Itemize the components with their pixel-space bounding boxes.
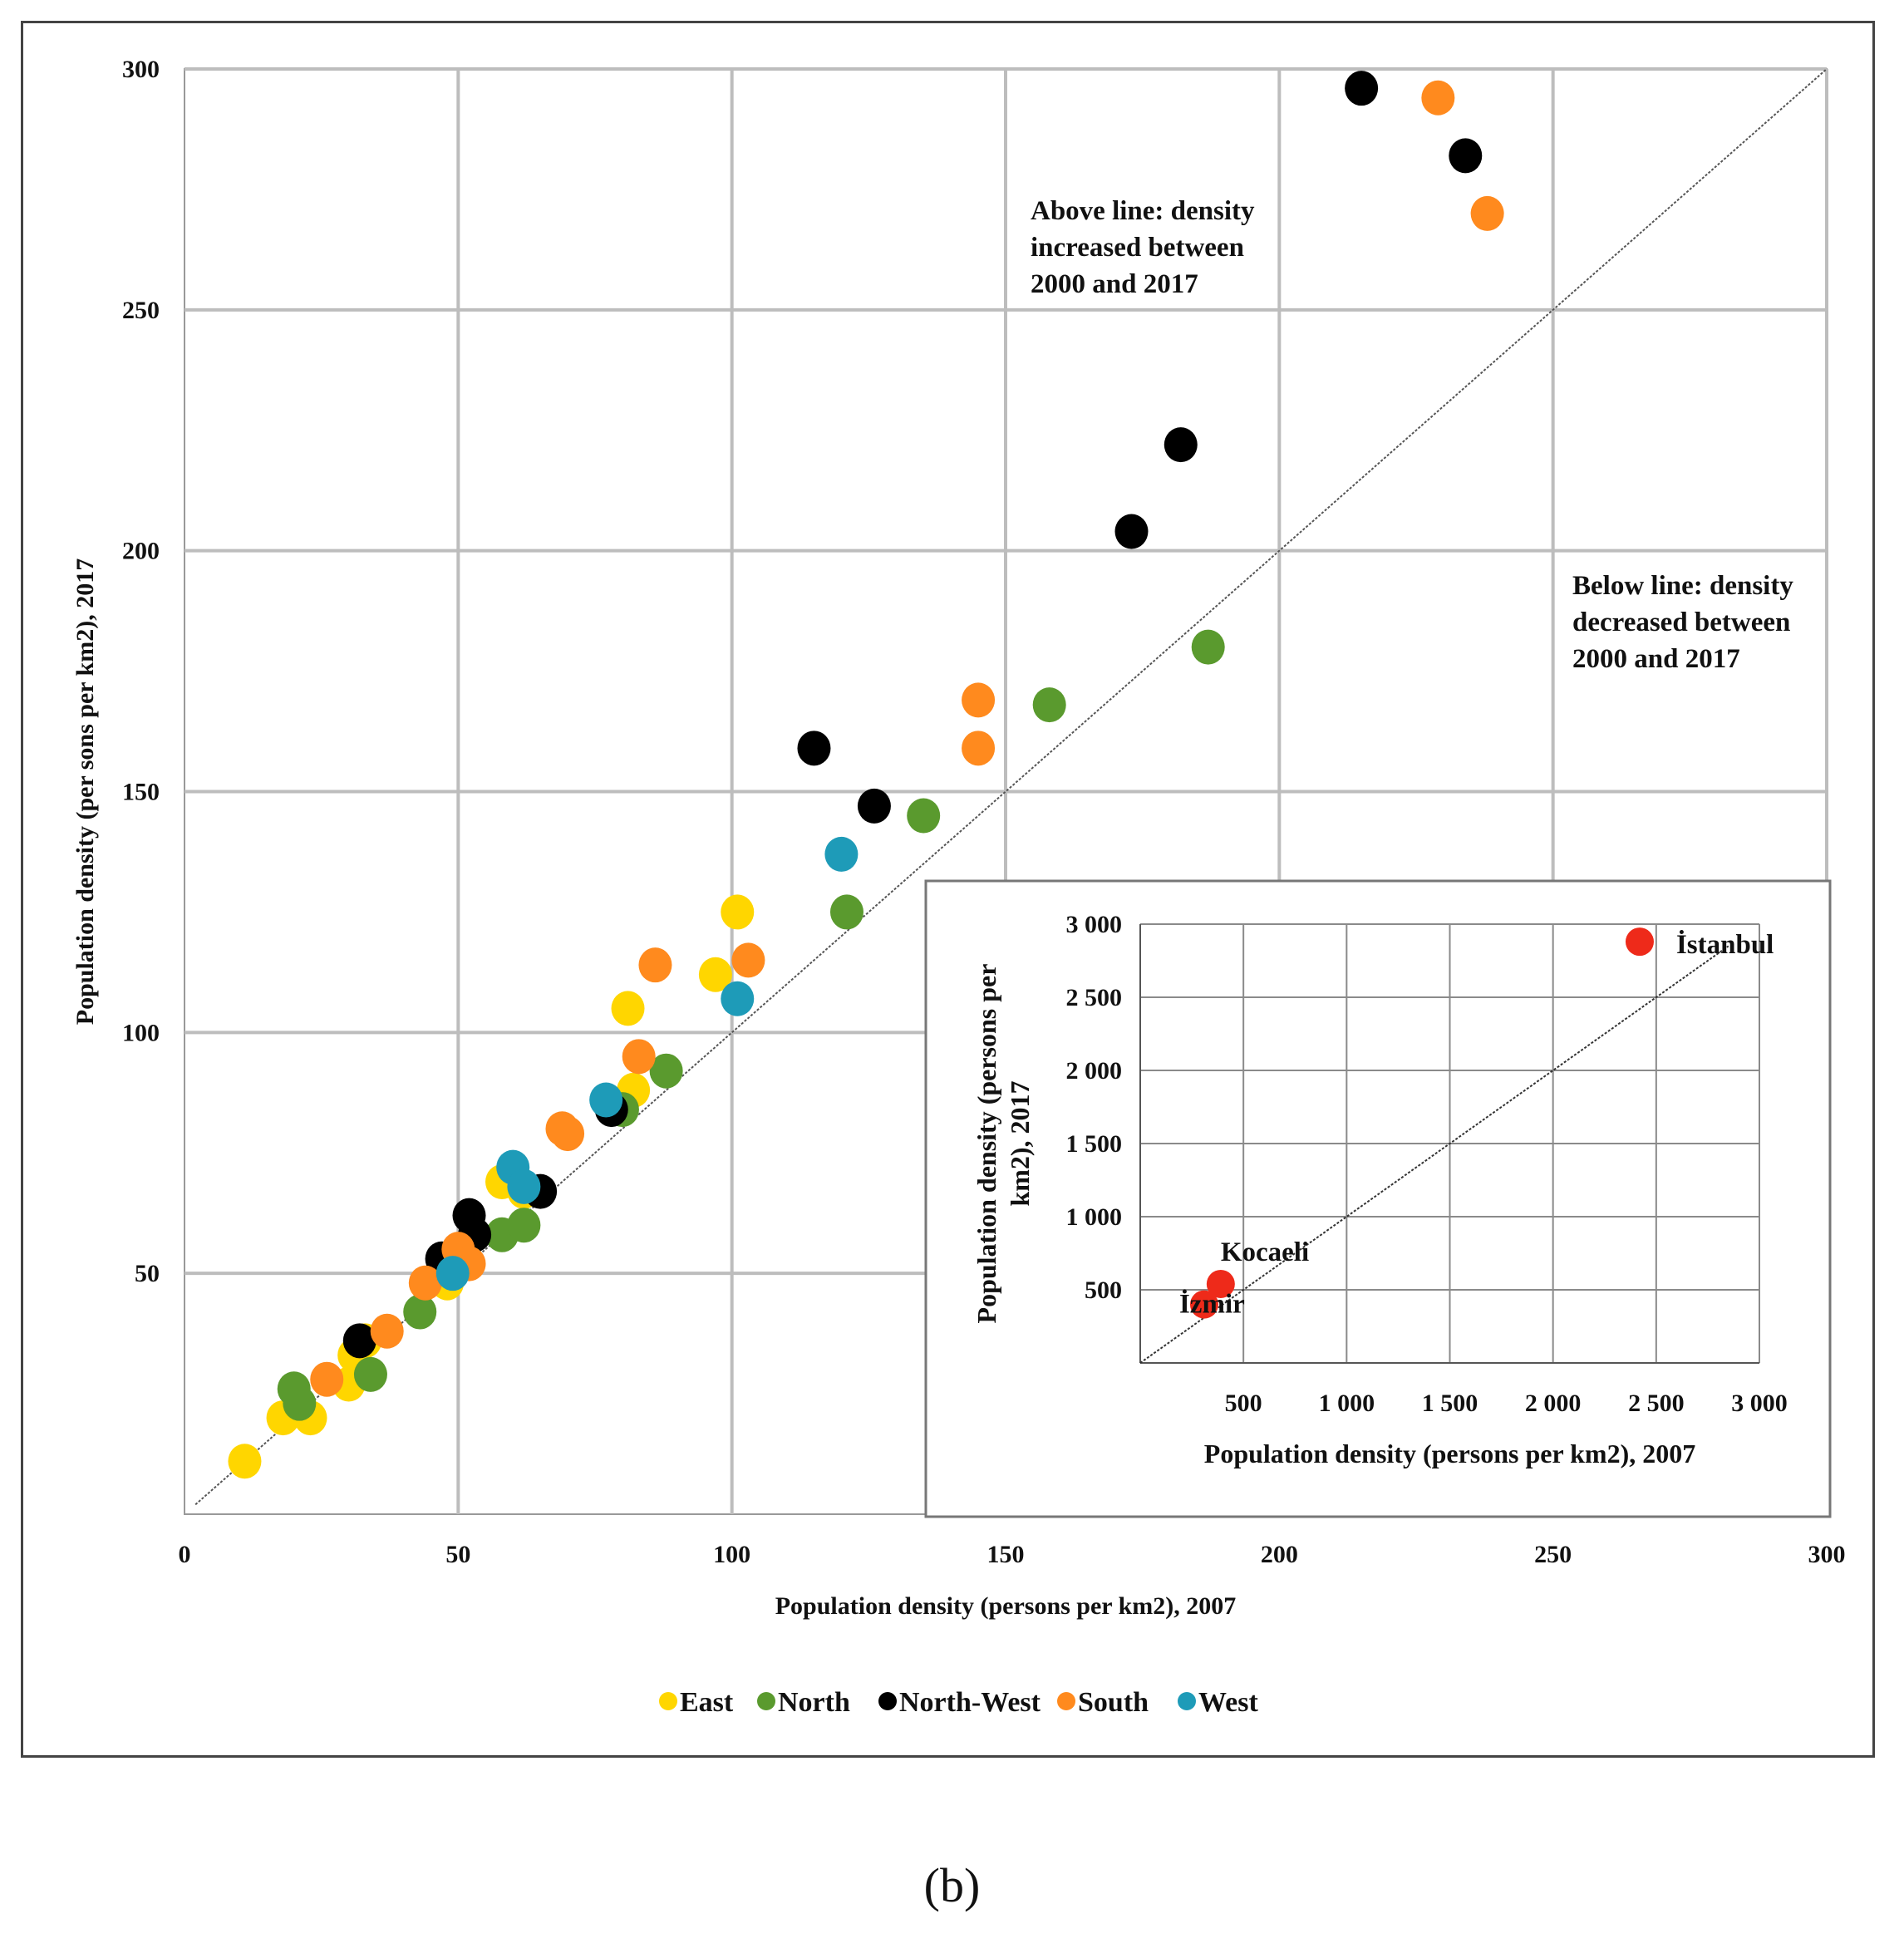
y-tick-label: 100 (122, 1019, 160, 1046)
inset-x-axis-title: Population density (persons per km2), 20… (1204, 1439, 1695, 1468)
point-south (370, 1313, 404, 1349)
inset-city-label: Kocaeli (1221, 1237, 1309, 1267)
legend-label-north-west: North-West (899, 1687, 1041, 1718)
point-west (507, 1168, 541, 1204)
point-west (435, 1256, 470, 1291)
point-north (1032, 687, 1066, 723)
legend-marker-west (1178, 1692, 1196, 1710)
point-north-west (1164, 427, 1198, 463)
annotation-above-line: 2000 and 2017 (1031, 269, 1198, 299)
point-north (507, 1208, 541, 1243)
point-north-west (797, 731, 831, 766)
point-south (962, 731, 996, 766)
inset-x-tick-label: 1 500 (1422, 1390, 1478, 1417)
inset-y-tick-label: 1 000 (1066, 1203, 1123, 1231)
point-north-west (342, 1323, 376, 1359)
point-south (408, 1265, 442, 1301)
y-axis-title: Population density (per sons per km2), 2… (71, 558, 99, 1025)
point-west (824, 836, 859, 872)
x-tick-label: 100 (713, 1541, 750, 1568)
point-north-west (1114, 514, 1149, 549)
point-north (829, 894, 863, 930)
inset-y-tick-label: 3 000 (1066, 911, 1123, 938)
inset-y-tick-label: 500 (1085, 1277, 1122, 1304)
point-north (907, 798, 941, 834)
annotation-above-line: increased between (1031, 233, 1244, 263)
legend-label-south: South (1078, 1687, 1149, 1718)
point-south (731, 942, 765, 978)
point-north (403, 1294, 437, 1330)
inset-x-tick-label: 2 500 (1628, 1390, 1685, 1417)
inset-y-tick-label: 2 000 (1066, 1057, 1123, 1085)
y-tick-label: 50 (135, 1260, 160, 1287)
point-south (622, 1039, 656, 1075)
annotation-above-line: Above line: density (1031, 196, 1255, 226)
x-tick-label: 200 (1261, 1541, 1298, 1568)
point-west (721, 981, 755, 1016)
legend-marker-north-west (878, 1692, 897, 1710)
legend-label-north: North (778, 1687, 850, 1718)
inset-point-city (1625, 927, 1654, 957)
point-east (611, 991, 645, 1026)
inset-point-city (1206, 1269, 1235, 1298)
point-west (589, 1082, 623, 1118)
point-north (353, 1356, 387, 1392)
y-tick-label: 250 (122, 297, 160, 324)
legend-marker-south (1057, 1692, 1075, 1710)
x-axis-title: Population density (persons per km2), 20… (775, 1592, 1237, 1620)
y-tick-label: 150 (122, 779, 160, 806)
x-tick-label: 50 (445, 1541, 470, 1568)
inset-x-tick-label: 3 000 (1731, 1390, 1788, 1417)
legend-marker-east (659, 1692, 677, 1710)
x-tick-label: 0 (179, 1541, 191, 1568)
point-south (551, 1116, 585, 1152)
point-north-west (857, 788, 891, 824)
inset-y-axis-title-line: Population density (persons per (972, 964, 1001, 1324)
point-east (228, 1444, 262, 1479)
inset-point-city (1189, 1290, 1218, 1319)
y-tick-label: 200 (122, 538, 160, 565)
inset-y-axis-title-line: km2), 2017 (1005, 1080, 1035, 1206)
annotation-below-line: decreased between (1572, 608, 1790, 637)
point-south (1421, 80, 1455, 116)
inset-diagonal-line (1139, 945, 1729, 1364)
inset-x-tick-label: 2 000 (1525, 1390, 1582, 1417)
point-east (698, 957, 732, 992)
inset-city-label: İzmir (1179, 1288, 1245, 1320)
point-south (962, 682, 996, 718)
inset-city-label: İstanbul (1676, 928, 1774, 960)
x-tick-label: 150 (987, 1541, 1025, 1568)
inset-x-tick-label: 1 000 (1319, 1390, 1375, 1417)
y-tick-label: 300 (122, 56, 160, 83)
point-north-west (1449, 138, 1483, 174)
inset-y-tick-label: 2 500 (1066, 984, 1123, 1011)
point-north (283, 1385, 317, 1421)
figure-caption: (b) (923, 1858, 981, 1912)
inset-x-tick-label: 500 (1225, 1390, 1262, 1417)
x-tick-label: 300 (1808, 1541, 1846, 1568)
legend-marker-north (757, 1692, 775, 1710)
annotation-below-line: 2000 and 2017 (1572, 644, 1740, 674)
point-north (1191, 629, 1225, 665)
point-south (310, 1361, 344, 1397)
inset-box (924, 879, 1832, 1518)
legend-label-west: West (1198, 1687, 1258, 1718)
x-tick-label: 250 (1534, 1541, 1572, 1568)
point-east (721, 894, 755, 930)
point-north (649, 1053, 683, 1089)
point-north-west (1345, 71, 1379, 106)
annotation-below-line: Below line: density (1572, 571, 1793, 601)
inset-y-tick-label: 1 500 (1066, 1130, 1123, 1158)
point-south (1470, 195, 1504, 231)
legend-label-east: East (680, 1687, 734, 1718)
point-south (638, 947, 672, 983)
